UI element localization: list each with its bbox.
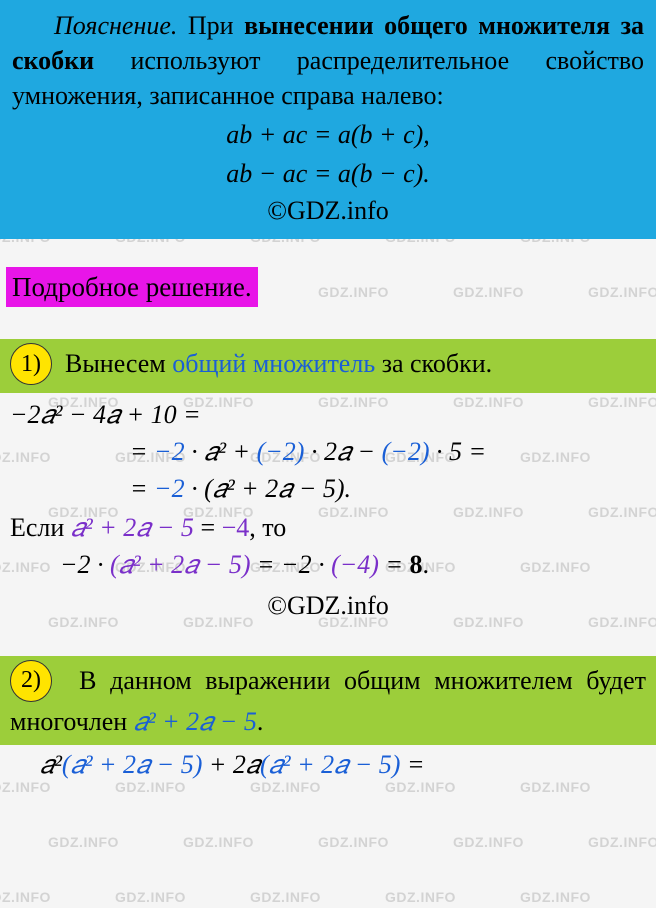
res-p2: (−4)	[331, 550, 379, 579]
p2lb: (𝑎² + 2𝑎 − 5)	[62, 750, 202, 779]
res-p1: (𝑎² + 2𝑎 − 5)	[110, 550, 250, 579]
l2a: =	[130, 437, 148, 466]
formula-1: ab + ac = a(b + c),	[12, 117, 644, 152]
l2d: (−2)	[257, 437, 305, 466]
l3c: · (𝑎² + 2𝑎 − 5).	[191, 474, 351, 503]
cond-purple: 𝑎² + 2𝑎 − 5	[71, 513, 194, 542]
l2e: · 2𝑎 −	[311, 437, 375, 466]
res-a: −2 ·	[60, 550, 104, 579]
badge-1: 1)	[10, 343, 52, 385]
p1-math: −2𝑎² − 4𝑎 + 10 = = −2 · 𝑎² + (−2) · 2𝑎 −…	[0, 393, 656, 510]
p1-line3: = −2 · (𝑎² + 2𝑎 − 5).	[10, 471, 646, 506]
p1-result: −2 · (𝑎² + 2𝑎 − 5) = −2 · (−4) = 8.	[0, 545, 656, 584]
p2le: =	[407, 750, 425, 779]
part1-header: 1) Вынесем общий множитель за скобки.	[0, 339, 656, 393]
p2-math: 𝑎²(𝑎² + 2𝑎 − 5) + 2𝑎(𝑎² + 2𝑎 − 5) =	[0, 745, 656, 784]
p2lc: + 2𝑎	[209, 750, 260, 779]
res-c: =	[385, 550, 403, 579]
explanation-text: Пояснение. При вынесении общего множител…	[12, 8, 644, 113]
p1-condition: Если 𝑎² + 2𝑎 − 5 = −4, то	[0, 510, 656, 545]
explanation-box: Пояснение. При вынесении общего множител…	[0, 0, 656, 239]
p2-dot: .	[257, 707, 264, 736]
res-dot: .	[423, 550, 430, 579]
explain-after: используют распределительное свойство ум…	[12, 46, 644, 110]
cond-d: , то	[249, 513, 286, 542]
p2la: 𝑎²	[40, 750, 62, 779]
cond-a: Если	[10, 513, 64, 542]
copyright-1: ©GDZ.info	[12, 193, 644, 228]
cond-c: −4	[222, 513, 250, 542]
res-b: = −2 ·	[257, 550, 325, 579]
p2-blue: 𝑎² + 2𝑎 − 5	[134, 707, 257, 736]
p1-text-b: за скобки.	[382, 349, 492, 378]
badge-2: 2)	[10, 660, 52, 702]
p2-text: В данном выражении общим мно­жителем буд…	[10, 666, 646, 736]
formula-2: ab − ac = a(b − c).	[12, 156, 644, 191]
res-bold: 8	[410, 550, 423, 579]
cond-b: =	[200, 513, 215, 542]
l2g: · 5 =	[436, 437, 486, 466]
p1-text-a: Вынесем	[65, 349, 166, 378]
p1-line1: −2𝑎² − 4𝑎 + 10 =	[10, 397, 646, 432]
p1-line2: = −2 · 𝑎² + (−2) · 2𝑎 − (−2) · 5 =	[10, 434, 646, 469]
section-title: Подробное решение.	[6, 267, 258, 307]
explain-label: Пояснение.	[54, 11, 177, 40]
l3a: =	[130, 474, 148, 503]
copyright-2: ©GDZ.info	[0, 588, 656, 623]
l2b: −2	[154, 437, 185, 466]
p1-blue: общий множитель	[172, 349, 375, 378]
l3b: −2	[154, 474, 185, 503]
explain-before: При	[188, 11, 234, 40]
l2c: · 𝑎² +	[191, 437, 250, 466]
p2ld: (𝑎² + 2𝑎 − 5)	[260, 750, 400, 779]
part2-header: 2) В данном выражении общим мно­жителем …	[0, 656, 656, 745]
l2f: (−2)	[382, 437, 430, 466]
